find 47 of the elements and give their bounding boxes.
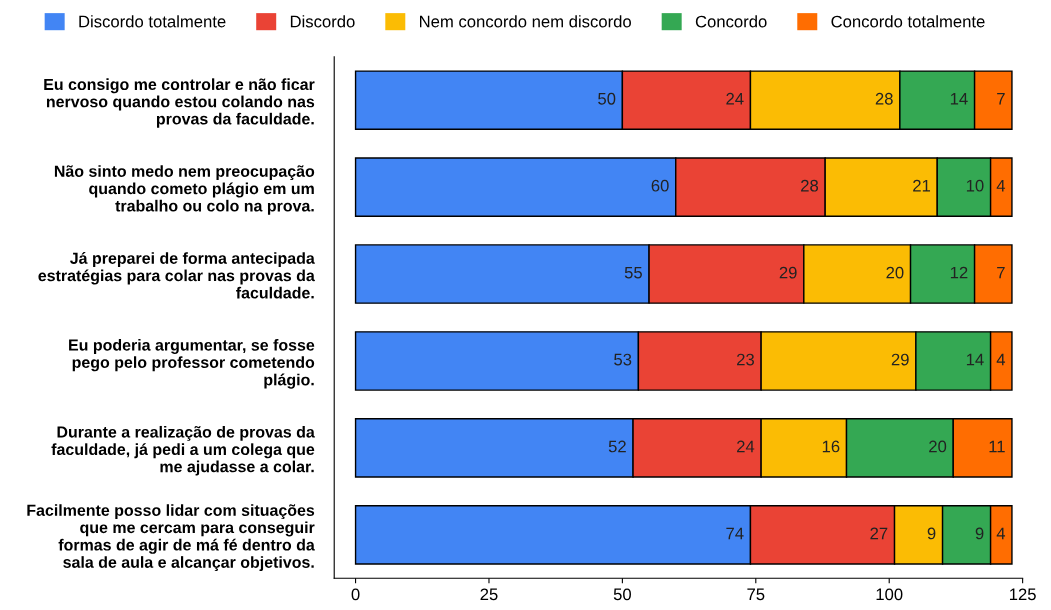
x-tick-label: 75 xyxy=(747,588,765,601)
legend-label: Discordo xyxy=(290,15,355,28)
data-label: 14 xyxy=(966,353,984,366)
y-tick-label: Já preparei de forma antecipada estratégias para colar nas provas da faculdade. xyxy=(38,252,315,299)
legend-label: Concordo xyxy=(695,15,767,28)
data-label: 12 xyxy=(950,266,968,279)
data-label: 4 xyxy=(996,179,1006,192)
y-tick-label: Eu poderia argumentar, se fosse pego pelo professor cometendo plágio. xyxy=(69,338,315,389)
data-label: 9 xyxy=(975,527,984,540)
y-tick-label: Não sinto medo nem preocupação quando cometo plágio em um trabalho ou colo na prova. xyxy=(54,165,315,215)
data-label: 74 xyxy=(726,527,744,540)
data-label: 53 xyxy=(614,353,632,366)
data-label: 28 xyxy=(801,179,819,192)
data-label: 4 xyxy=(996,353,1006,366)
data-label: 23 xyxy=(737,353,754,366)
data-label: 11 xyxy=(989,440,1005,453)
data-label: 10 xyxy=(966,179,984,192)
y-tick-label: Eu consigo me controlar e não ficar nervoso quando estou colando nas provas da faculdade. xyxy=(44,78,315,128)
legend-label: Discordo totalmente xyxy=(79,15,226,28)
data-label: 24 xyxy=(726,92,744,105)
data-label: 52 xyxy=(608,440,626,453)
data-label: 29 xyxy=(779,266,797,279)
data-label: 14 xyxy=(950,93,968,105)
data-label: 50 xyxy=(598,92,616,105)
x-tick-label: 125 xyxy=(1009,588,1036,601)
data-label: 7 xyxy=(997,266,1005,279)
legend-label: Concordo totalmente xyxy=(831,15,985,28)
data-label: 27 xyxy=(870,527,888,540)
data-label: 24 xyxy=(737,440,755,453)
data-label: 9 xyxy=(927,527,936,540)
data-label: 4 xyxy=(996,527,1006,540)
data-label: 16 xyxy=(822,440,840,453)
x-tick-label: 50 xyxy=(613,588,632,601)
data-label: 21 xyxy=(913,179,931,192)
data-label: 55 xyxy=(624,266,642,279)
legend-label: Nem concordo nem discordo xyxy=(420,15,631,28)
x-tick-label: 0 xyxy=(351,588,360,601)
data-label: 7 xyxy=(997,93,1005,105)
data-label: 60 xyxy=(651,179,669,192)
data-label: 29 xyxy=(891,353,909,366)
y-tick-label: Facilmente posso lidar com situações que me cercam para conseguir formas de agir de má fé dentro da sala de aula e alcançar objetivos. xyxy=(27,504,315,572)
x-tick-label: 25 xyxy=(480,588,498,601)
y-tick-label: Durante a realização de provas da faculdade, já pedi a um colega que me ajudasse a colar. xyxy=(51,425,315,476)
x-tick-label: 100 xyxy=(876,588,903,601)
data-label: 28 xyxy=(875,92,893,105)
data-label: 20 xyxy=(886,266,904,279)
data-label: 20 xyxy=(929,440,947,453)
